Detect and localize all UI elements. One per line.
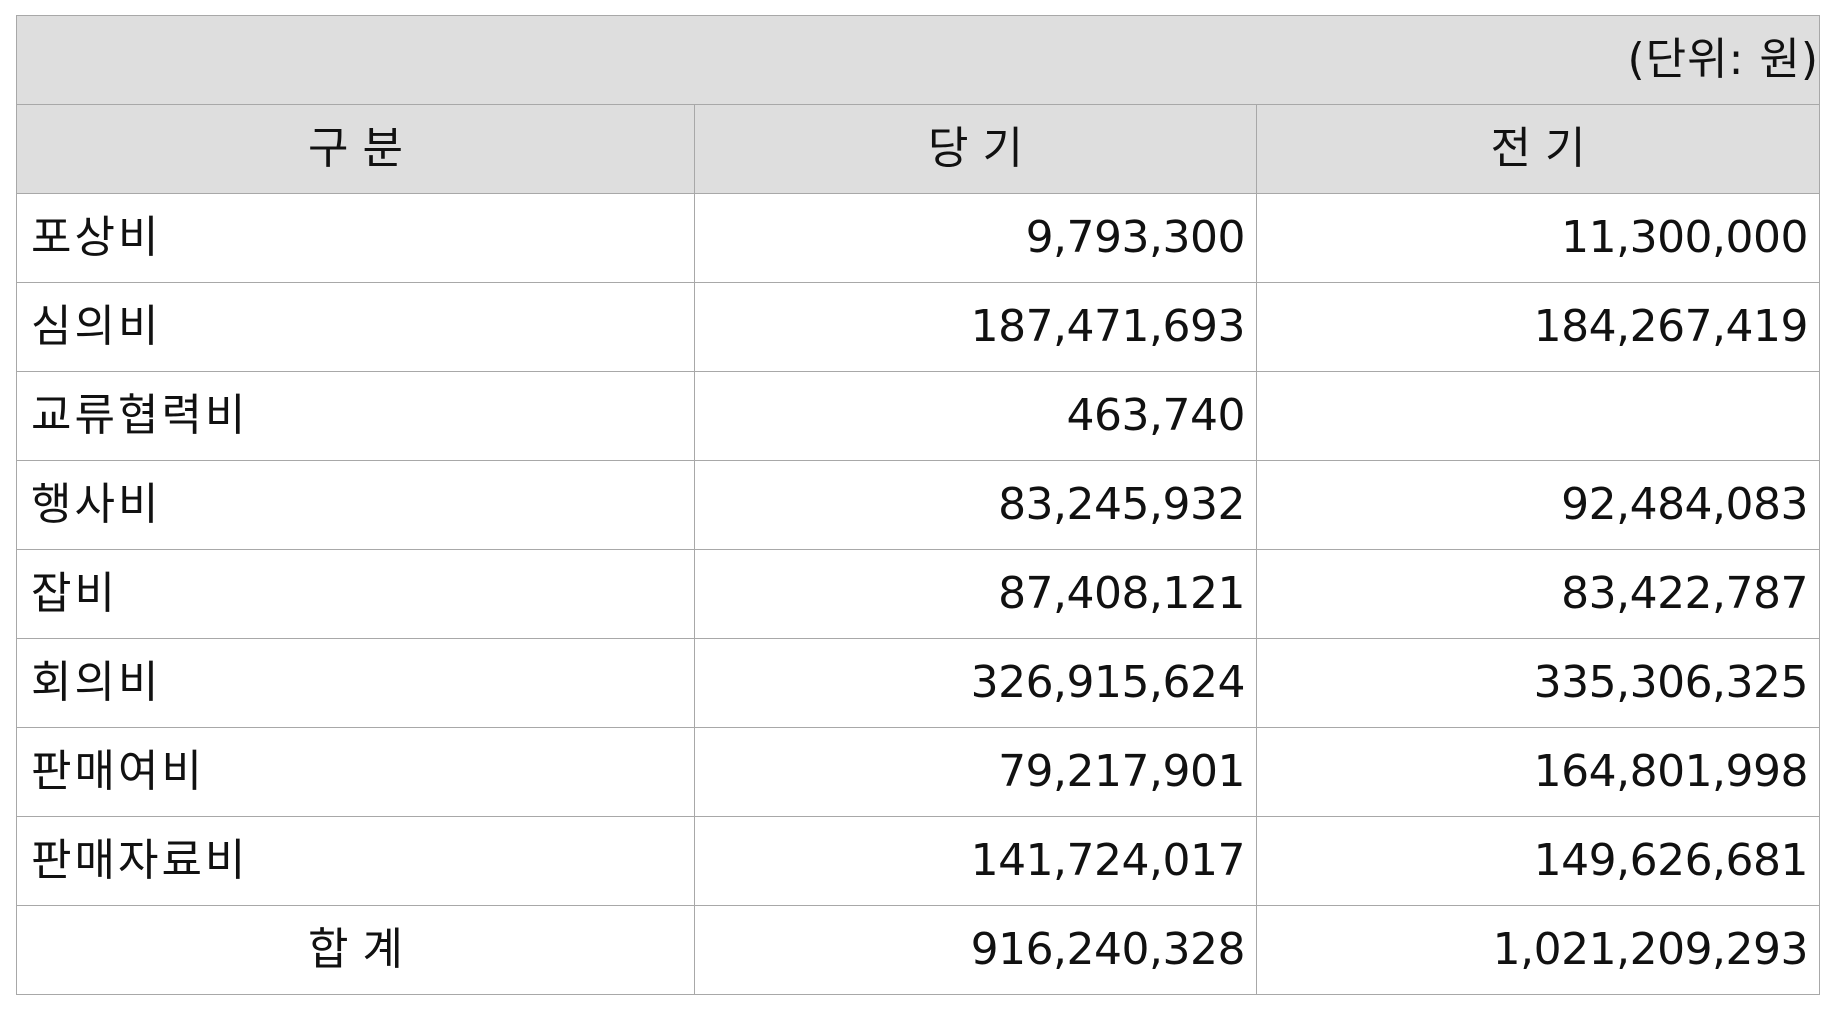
prior-value: 92,484,083 [1255, 460, 1821, 550]
current-value: 87,408,121 [694, 549, 1257, 639]
prior-value: 335,306,325 [1255, 638, 1821, 728]
table-row: 교류협력비 463,740 [16, 371, 1821, 461]
table-row: 심의비 187,471,693 184,267,419 [16, 282, 1821, 372]
header-row: 구 분 당 기 전 기 [16, 104, 1821, 194]
table-row: 포상비 9,793,300 11,300,000 [16, 193, 1821, 283]
unit-row: (단위: 원) [15, 15, 1821, 105]
header-current-period: 당 기 [694, 104, 1257, 194]
prior-value [1255, 371, 1821, 461]
row-label: 회의비 [16, 638, 695, 728]
current-value: 463,740 [694, 371, 1257, 461]
header-current-text: 당 기 [928, 123, 1023, 174]
header-prior-text: 전 기 [1490, 123, 1586, 174]
total-current-value: 916,240,328 [694, 905, 1257, 995]
row-label: 잡비 [16, 549, 695, 639]
row-label: 심의비 [16, 282, 695, 372]
table-row: 판매여비 79,217,901 164,801,998 [16, 727, 1821, 817]
header-category: 구 분 [16, 104, 695, 194]
row-label: 행사비 [16, 460, 695, 550]
unit-label: (단위: 원) [15, 15, 1821, 105]
expense-table: (단위: 원) 구 분 당 기 전 기 포상비 9,793,300 11,300… [15, 15, 1821, 995]
current-value: 83,245,932 [694, 460, 1257, 550]
row-label: 포상비 [16, 193, 695, 283]
current-value: 141,724,017 [694, 816, 1257, 906]
header-prior-period: 전 기 [1255, 104, 1821, 194]
current-value: 187,471,693 [694, 282, 1257, 372]
row-label: 판매여비 [16, 727, 695, 817]
prior-value: 149,626,681 [1255, 816, 1821, 906]
prior-value: 184,267,419 [1255, 282, 1821, 372]
current-value: 326,915,624 [694, 638, 1257, 728]
prior-value: 164,801,998 [1255, 727, 1821, 817]
table-row: 판매자료비 141,724,017 149,626,681 [16, 816, 1821, 906]
total-label: 합 계 [16, 905, 695, 995]
table-row: 회의비 326,915,624 335,306,325 [16, 638, 1821, 728]
current-value: 9,793,300 [694, 193, 1257, 283]
table-row: 행사비 83,245,932 92,484,083 [16, 460, 1821, 550]
prior-value: 11,300,000 [1255, 193, 1821, 283]
total-prior-value: 1,021,209,293 [1255, 905, 1821, 995]
row-label: 판매자료비 [16, 816, 695, 906]
prior-value: 83,422,787 [1255, 549, 1821, 639]
current-value: 79,217,901 [694, 727, 1257, 817]
total-row: 합 계 916,240,328 1,021,209,293 [16, 905, 1821, 995]
row-label: 교류협력비 [16, 371, 695, 461]
table-row: 잡비 87,408,121 83,422,787 [16, 549, 1821, 639]
header-category-text: 구 분 [308, 123, 403, 174]
